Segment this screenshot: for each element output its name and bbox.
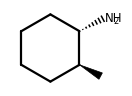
Text: NH: NH (105, 12, 122, 25)
Polygon shape (79, 65, 102, 79)
Text: 2: 2 (114, 17, 119, 26)
